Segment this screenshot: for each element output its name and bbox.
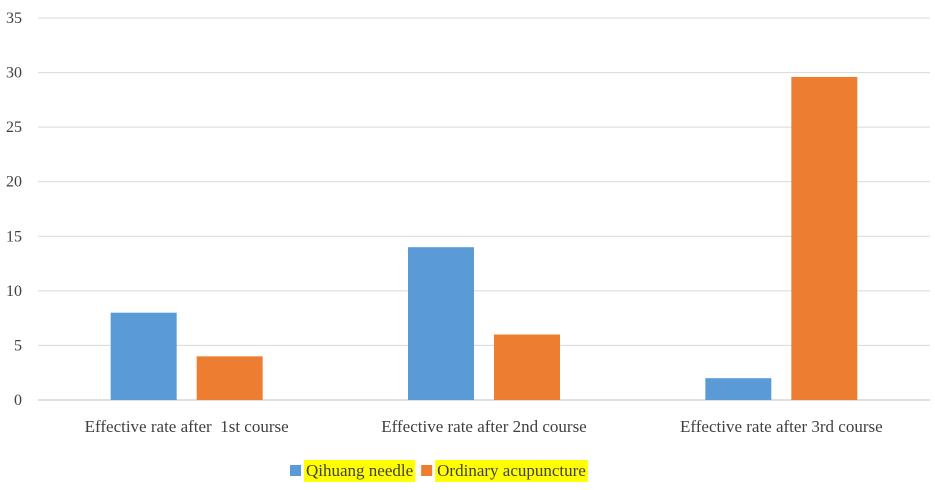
legend-highlight	[304, 460, 416, 482]
y-tick-label: 35	[6, 10, 22, 27]
bar-qihuang-needle-3	[705, 378, 772, 400]
y-tick-label: 20	[6, 174, 22, 191]
y-tick-label: 5	[14, 337, 22, 354]
legend-label: Qihuang needle	[306, 461, 413, 480]
y-tick-label: 15	[6, 228, 22, 245]
legend: Qihuang needle Ordinary acupuncture	[290, 460, 588, 482]
y-tick-label: 0	[14, 392, 22, 409]
x-category-label: Effective rate after 2nd course	[381, 417, 586, 436]
legend-label: Ordinary acupuncture	[437, 461, 586, 480]
x-axis: Effective rate after 1st course Effective…	[85, 417, 883, 436]
bar-qihuang-needle-1	[110, 312, 177, 400]
bar-ordinary-acupuncture-1	[196, 356, 263, 400]
x-category-label: Effective rate after 3rd course	[680, 417, 883, 436]
legend-swatch-2	[421, 465, 433, 476]
y-tick-label: 10	[6, 283, 22, 300]
legend-swatch-1	[290, 465, 301, 476]
legend-highlight	[435, 460, 588, 482]
bar-ordinary-acupuncture-2	[494, 334, 560, 400]
x-category-label: Effective rate after 1st course	[85, 417, 289, 436]
y-axis: 0 5 10 15 20 25 30 35	[6, 10, 22, 409]
y-tick-label: 25	[6, 119, 22, 136]
y-tick-label: 30	[6, 65, 22, 82]
bars	[110, 76, 858, 401]
gridlines	[38, 17, 930, 401]
bar-ordinary-acupuncture-3	[791, 76, 858, 401]
bar-qihuang-needle-2	[408, 247, 474, 400]
